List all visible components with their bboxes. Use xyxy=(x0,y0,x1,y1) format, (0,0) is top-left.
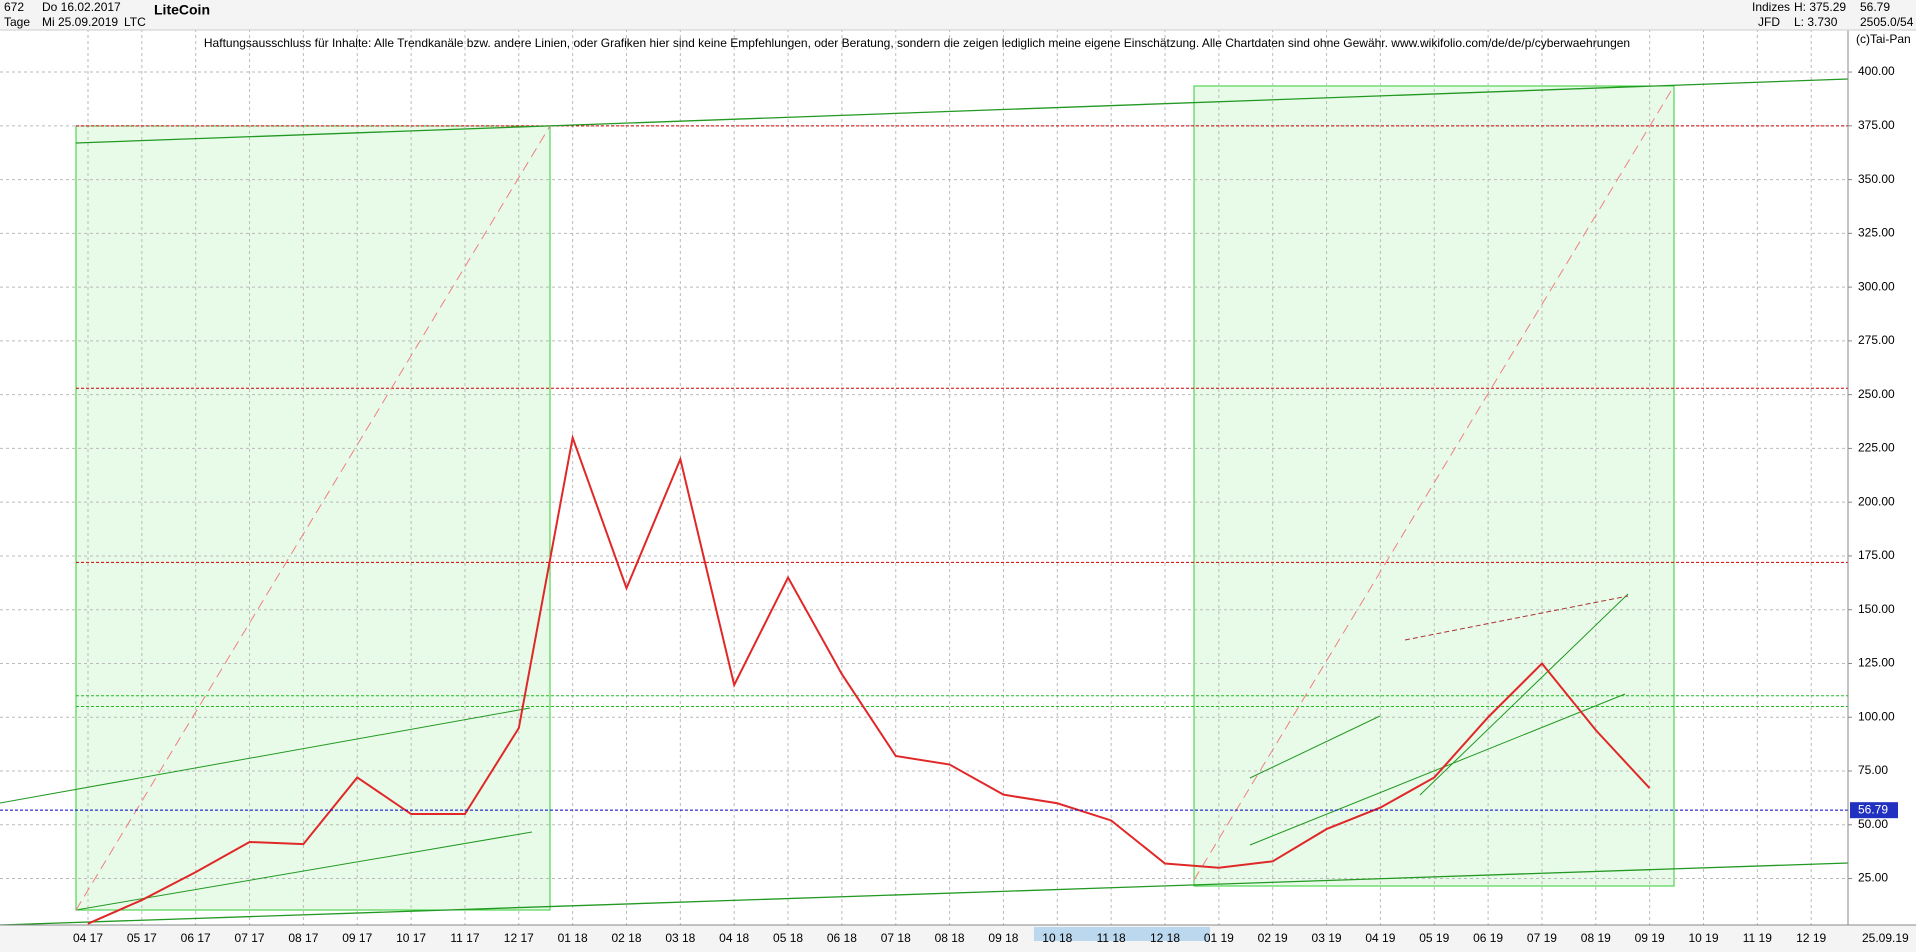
count[interactable]: 672 xyxy=(4,0,24,14)
x-tick-label: 02 19 xyxy=(1258,931,1288,945)
x-tick-label: 04 18 xyxy=(719,931,749,945)
x-tick-label: 07 19 xyxy=(1527,931,1557,945)
data-layer xyxy=(0,433,1848,925)
x-tick-label: 05 19 xyxy=(1419,931,1449,945)
y-tick-label: 250.00 xyxy=(1858,387,1895,401)
x-tick-label: 01 18 xyxy=(558,931,588,945)
header-bar xyxy=(0,0,1916,30)
x-tick-label: 12 17 xyxy=(504,931,534,945)
x-tick-label: 12 19 xyxy=(1796,931,1826,945)
x-tick-label: 07 17 xyxy=(235,931,265,945)
start-date: Do 16.02.2017 xyxy=(42,0,121,14)
axis-layer: 25.00 50.00 75.00 100.00 125.00 150.00 175.00 2… xyxy=(73,64,1909,945)
x-tick-label: 05 17 xyxy=(127,931,157,945)
last: 56.79 xyxy=(1860,0,1890,14)
trendline xyxy=(1193,85,1675,881)
x-tick-label: 01 19 xyxy=(1204,931,1234,945)
trendline xyxy=(1249,715,1381,779)
symbol: LTC xyxy=(124,15,146,29)
y-axis-area xyxy=(1848,17,1916,925)
y-tick-label: 25.00 xyxy=(1858,871,1888,885)
x-tick-label: 11 17 xyxy=(450,931,479,945)
x-tick-label: 06 18 xyxy=(827,931,857,945)
x-tick-label: 05 18 xyxy=(773,931,803,945)
x-tick-label: 09 18 xyxy=(988,931,1018,945)
y-tick-label: 125.00 xyxy=(1858,656,1895,670)
y-tick-label: 300.00 xyxy=(1858,279,1895,293)
y-tick-label: 400.00 xyxy=(1858,64,1895,78)
x-tick-label: 06 17 xyxy=(181,931,211,945)
y-tick-label: 350.00 xyxy=(1858,172,1895,186)
high: H: 375.29 xyxy=(1794,0,1846,14)
x-tick-label: 09 17 xyxy=(342,931,372,945)
x-tick-label: 03 19 xyxy=(1312,931,1342,945)
y-tick-label: 225.00 xyxy=(1858,441,1895,455)
y-tick-label: 100.00 xyxy=(1858,709,1895,723)
x-tick-label: 12 18 xyxy=(1150,931,1180,945)
instrument: LiteCoin xyxy=(154,2,210,18)
x-tick-label: 03 18 xyxy=(665,931,695,945)
low: L: 3.730 xyxy=(1794,15,1838,29)
trendline xyxy=(1249,693,1626,846)
y-tick-label: 75.00 xyxy=(1858,763,1888,777)
disclaimer: Haftungsausschluss für Inhalte: Alle Tre… xyxy=(204,36,1630,50)
current-price-box xyxy=(1850,802,1898,819)
x-tick-label: 08 17 xyxy=(288,931,318,945)
trendline xyxy=(75,78,1849,144)
copyright: (c)Tai-Pan xyxy=(1856,32,1911,46)
x-tick-label: 06 19 xyxy=(1473,931,1503,945)
trendline xyxy=(75,125,551,911)
x-range-highlight xyxy=(1034,927,1210,941)
x-axis-area xyxy=(0,925,1916,952)
x-tick-label: 11 19 xyxy=(1743,931,1772,945)
y-tick-label: 200.00 xyxy=(1858,494,1895,508)
trendline xyxy=(0,707,531,804)
y-tick-label: 325.00 xyxy=(1858,226,1895,240)
x-tick-label: 04 17 xyxy=(73,931,103,945)
x-tick-label: 04 19 xyxy=(1365,931,1395,945)
period[interactable]: Tage xyxy=(4,15,30,29)
y-tick-label: 175.00 xyxy=(1858,548,1895,562)
trendline xyxy=(1404,595,1629,641)
y-tick-label: 275.00 xyxy=(1858,333,1895,347)
x-tick-label: 08 18 xyxy=(935,931,965,945)
trendline xyxy=(0,862,1849,926)
x-tick-label: 10 19 xyxy=(1688,931,1718,945)
x-tick-label: 10 17 xyxy=(396,931,426,945)
market: Indizes xyxy=(1752,0,1790,14)
x-tick-label: 07 18 xyxy=(881,931,911,945)
trendline xyxy=(75,831,533,911)
x-tick-label: 02 18 xyxy=(611,931,641,945)
broker: JFD xyxy=(1758,15,1780,29)
x-tick-label: 11 18 xyxy=(1097,931,1126,945)
trendline xyxy=(1419,593,1629,796)
x-tick-label: 09 19 xyxy=(1635,931,1665,945)
info: 2505.0/54 xyxy=(1860,15,1914,29)
y-tick-label: 50.00 xyxy=(1858,817,1888,831)
current-price-label: 56.79 xyxy=(1858,802,1888,816)
x-tick-label: 10 18 xyxy=(1042,931,1072,945)
grid-layer xyxy=(0,17,1848,925)
x-tick-label: 08 19 xyxy=(1581,931,1611,945)
y-tick-label: 375.00 xyxy=(1858,118,1895,132)
price-line xyxy=(87,433,1651,925)
y-tick-label: 150.00 xyxy=(1858,602,1895,616)
date-marker: 25.09.19 xyxy=(1862,931,1909,945)
end-date: Mi 25.09.2019 xyxy=(42,15,118,29)
